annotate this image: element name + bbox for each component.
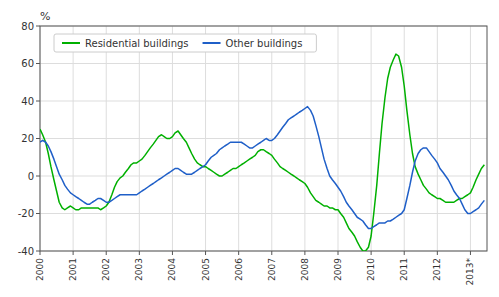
tick-label: 2000 bbox=[35, 258, 45, 281]
tick bbox=[36, 251, 40, 252]
tick bbox=[205, 251, 206, 255]
tick bbox=[73, 251, 74, 255]
tick bbox=[139, 251, 140, 255]
tick-label: 2007 bbox=[267, 258, 277, 281]
grid-line bbox=[238, 26, 239, 251]
tick-label: 2010 bbox=[366, 258, 376, 281]
tick-label: 2011 bbox=[399, 258, 409, 281]
tick-label: 2008 bbox=[300, 258, 310, 281]
tick-label: -40 bbox=[18, 246, 34, 257]
plot-frame bbox=[40, 26, 487, 251]
series-line bbox=[40, 54, 484, 251]
grid-line bbox=[40, 213, 487, 214]
tick bbox=[36, 26, 40, 27]
tick-label: 2013* bbox=[465, 258, 475, 286]
tick bbox=[36, 63, 40, 64]
tick bbox=[36, 176, 40, 177]
tick bbox=[238, 251, 239, 255]
tick bbox=[371, 251, 372, 255]
tick-label: -20 bbox=[18, 208, 34, 219]
grid bbox=[40, 26, 487, 251]
legend-swatch bbox=[62, 42, 80, 44]
tick-label: 2012 bbox=[432, 258, 442, 281]
series-line bbox=[40, 107, 484, 229]
tick bbox=[304, 251, 305, 255]
legend-label: Residential buildings bbox=[85, 38, 189, 49]
grid-line bbox=[271, 26, 272, 251]
tick bbox=[437, 251, 438, 255]
grid-line bbox=[172, 26, 173, 251]
tick bbox=[36, 213, 40, 214]
grid-line bbox=[338, 26, 339, 251]
grid-line bbox=[106, 26, 107, 251]
tick bbox=[271, 251, 272, 255]
grid-line bbox=[139, 26, 140, 251]
tick bbox=[470, 251, 471, 255]
tick-label: 2005 bbox=[201, 258, 211, 281]
tick bbox=[36, 101, 40, 102]
grid-line bbox=[73, 26, 74, 251]
y-label: % bbox=[40, 10, 50, 23]
tick-label: 2004 bbox=[167, 258, 177, 281]
legend-label: Other buildings bbox=[226, 38, 303, 49]
legend-swatch bbox=[203, 42, 221, 44]
tick-label: 2009 bbox=[333, 258, 343, 281]
tick-label: 40 bbox=[21, 96, 34, 107]
tick bbox=[172, 251, 173, 255]
legend-box bbox=[54, 34, 316, 52]
tick bbox=[36, 138, 40, 139]
tick-label: 0 bbox=[28, 171, 34, 182]
tick-label: 20 bbox=[21, 133, 34, 144]
axes: -40 -20 0 20 40 60 80 2000 2001 2002 2003 2004 2005 2… bbox=[18, 21, 487, 286]
tick bbox=[404, 251, 405, 255]
grid-line bbox=[205, 26, 206, 251]
grid-line bbox=[371, 26, 372, 251]
tick-label: 2006 bbox=[234, 258, 244, 281]
legend: Residential buildings Other buildings bbox=[54, 34, 316, 52]
grid-line bbox=[304, 26, 305, 251]
grid-line bbox=[470, 26, 471, 251]
tick-label: 80 bbox=[21, 21, 34, 32]
grid-line bbox=[40, 101, 487, 102]
lines bbox=[40, 54, 484, 251]
tick-label: 2001 bbox=[68, 258, 78, 281]
plot-background bbox=[40, 26, 487, 251]
tick bbox=[338, 251, 339, 255]
tick-label: 60 bbox=[21, 58, 34, 69]
tick-label: 2003 bbox=[134, 258, 144, 281]
grid-line bbox=[40, 63, 487, 64]
grid-line bbox=[437, 26, 438, 251]
tick bbox=[40, 251, 41, 255]
tick-label: 2002 bbox=[101, 258, 111, 281]
grid-line bbox=[40, 138, 487, 139]
tick bbox=[106, 251, 107, 255]
chart: -40 -20 0 20 40 60 80 2000 2001 2002 2003 2004 2005 2… bbox=[0, 0, 499, 297]
grid-line bbox=[404, 26, 405, 251]
